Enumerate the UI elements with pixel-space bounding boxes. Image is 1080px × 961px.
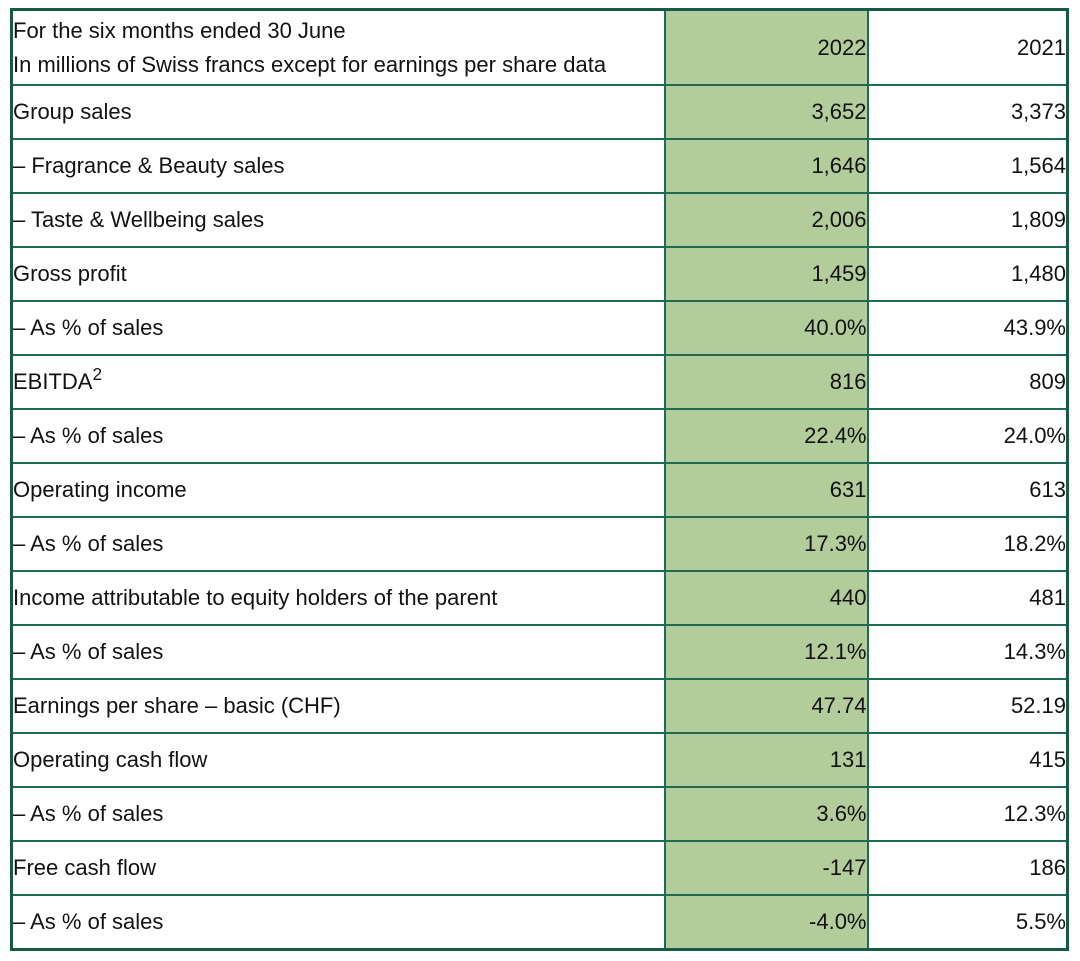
row-label-text: – Fragrance & Beauty sales (13, 153, 285, 179)
column-header-2021: 2021 (866, 8, 1069, 86)
footnote-marker: 2 (92, 363, 103, 384)
row-label-text: – As % of sales (13, 639, 164, 665)
value-2021: 14.3% (866, 624, 1069, 680)
value-2021: 415 (866, 732, 1069, 788)
column-header-2022: 2022 (663, 8, 869, 86)
table-row: EBITDA2 816 809 (10, 354, 1069, 410)
value-2022: 816 (663, 354, 869, 410)
table-row: – As % of sales 22.4% 24.0% (10, 408, 1069, 464)
value-2022: 631 (663, 462, 869, 518)
row-label: – As % of sales (10, 300, 666, 356)
row-label-text: Operating cash flow (13, 747, 208, 773)
table-row: – Fragrance & Beauty sales 1,646 1,564 (10, 138, 1069, 194)
row-label-text: – Taste & Wellbeing sales (13, 207, 265, 233)
table-row: Free cash flow -147 186 (10, 840, 1069, 896)
value-2022: 40.0% (663, 300, 869, 356)
half-year-results-table: For the six months ended 30 June In mill… (10, 8, 1069, 951)
row-label: Earnings per share – basic (CHF) (10, 678, 666, 734)
row-label-text: – As % of sales (13, 531, 164, 557)
row-label-text: Operating income (13, 477, 187, 503)
table-row: – As % of sales -4.0% 5.5% (10, 894, 1069, 951)
value-2022: 440 (663, 570, 869, 626)
row-label: – As % of sales (10, 516, 666, 572)
table-row: – As % of sales 12.1% 14.3% (10, 624, 1069, 680)
value-2021: 5.5% (866, 894, 1069, 951)
table-caption-line2: In millions of Swiss francs except for e… (13, 51, 607, 77)
value-2021: 186 (866, 840, 1069, 896)
value-2022: -147 (663, 840, 869, 896)
table-row: Operating income 631 613 (10, 462, 1069, 518)
row-label: – Fragrance & Beauty sales (10, 138, 666, 194)
table-body: Group sales 3,652 3,373– Fragrance & Beaut… (10, 84, 1069, 951)
row-label: EBITDA2 (10, 354, 666, 410)
value-2022: 12.1% (663, 624, 869, 680)
row-label: Group sales (10, 84, 666, 140)
value-2021: 52.19 (866, 678, 1069, 734)
value-2021: 809 (866, 354, 1069, 410)
row-label: – Taste & Wellbeing sales (10, 192, 666, 248)
value-2022: 47.74 (663, 678, 869, 734)
row-label-text: Income attributable to equity holders of… (13, 585, 498, 611)
table-caption-line1: For the six months ended 30 June (13, 17, 346, 43)
row-label: – As % of sales (10, 408, 666, 464)
value-2021: 1,480 (866, 246, 1069, 302)
table-row: – As % of sales 17.3% 18.2% (10, 516, 1069, 572)
row-label: – As % of sales (10, 894, 666, 951)
row-label-text: – As % of sales (13, 909, 164, 935)
row-label: Income attributable to equity holders of… (10, 570, 666, 626)
row-label-text: Free cash flow (13, 855, 157, 881)
value-2022: 3,652 (663, 84, 869, 140)
value-2021: 18.2% (866, 516, 1069, 572)
row-label: – As % of sales (10, 786, 666, 842)
value-2021: 613 (866, 462, 1069, 518)
value-2021: 1,809 (866, 192, 1069, 248)
table-header: For the six months ended 30 June In mill… (10, 8, 1069, 86)
row-label: Gross profit (10, 246, 666, 302)
value-2022: 1,459 (663, 246, 869, 302)
row-label-text: – As % of sales (13, 423, 164, 449)
table-row: Income attributable to equity holders of… (10, 570, 1069, 626)
value-2021: 24.0% (866, 408, 1069, 464)
row-label: Operating income (10, 462, 666, 518)
value-2022: 2,006 (663, 192, 869, 248)
row-label-text: – As % of sales (13, 315, 164, 341)
table-row: Group sales 3,652 3,373 (10, 84, 1069, 140)
table-row: – As % of sales 3.6% 12.3% (10, 786, 1069, 842)
row-label-text: EBITDA (13, 369, 93, 395)
table-row: – As % of sales 40.0% 43.9% (10, 300, 1069, 356)
value-2022: 3.6% (663, 786, 869, 842)
value-2021: 12.3% (866, 786, 1069, 842)
table-row: Gross profit 1,459 1,480 (10, 246, 1069, 302)
table-row: Earnings per share – basic (CHF) 47.74 52.… (10, 678, 1069, 734)
table-caption-cell: For the six months ended 30 June In mill… (10, 8, 666, 86)
header-row: For the six months ended 30 June In mill… (10, 8, 1069, 86)
value-2022: 17.3% (663, 516, 869, 572)
row-label: – As % of sales (10, 624, 666, 680)
value-2021: 481 (866, 570, 1069, 626)
table-row: – Taste & Wellbeing sales 2,006 1,809 (10, 192, 1069, 248)
row-label-text: Group sales (13, 99, 132, 125)
value-2022: -4.0% (663, 894, 869, 951)
table-row: Operating cash flow 131 415 (10, 732, 1069, 788)
value-2022: 1,646 (663, 138, 869, 194)
row-label-text: Gross profit (13, 261, 127, 287)
value-2022: 22.4% (663, 408, 869, 464)
row-label-text: Earnings per share – basic (CHF) (13, 693, 341, 719)
row-label: Free cash flow (10, 840, 666, 896)
value-2021: 43.9% (866, 300, 1069, 356)
value-2022: 131 (663, 732, 869, 788)
value-2021: 1,564 (866, 138, 1069, 194)
value-2021: 3,373 (866, 84, 1069, 140)
row-label: Operating cash flow (10, 732, 666, 788)
row-label-text: – As % of sales (13, 801, 164, 827)
